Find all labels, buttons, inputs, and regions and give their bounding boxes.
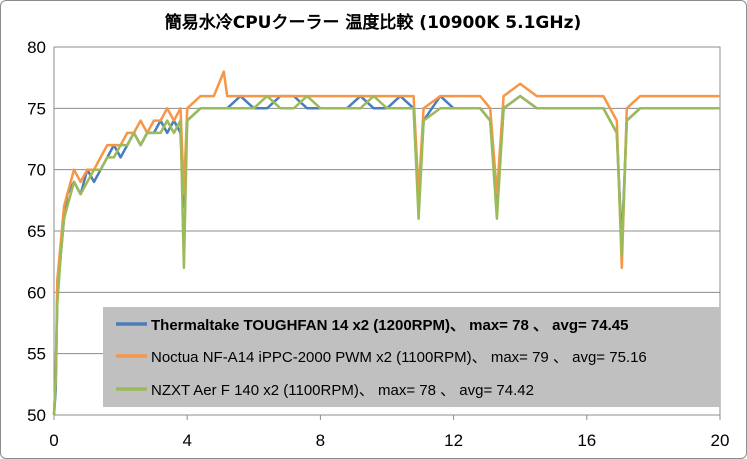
y-tick-label: 60	[27, 283, 46, 302]
legend-label-1: Noctua NF-A14 iPPC-2000 PWM x2 (1100RPM)…	[151, 349, 647, 366]
legend-label-0: Thermaltake TOUGHFAN 14 x2 (1200RPM)、 ma…	[151, 317, 628, 334]
series-line-2	[52, 94, 720, 416]
legend: Thermaltake TOUGHFAN 14 x2 (1200RPM)、 ma…	[103, 307, 720, 407]
y-tick-label: 50	[27, 406, 46, 425]
y-tick-label: 70	[27, 161, 46, 180]
plot-area	[53, 46, 721, 416]
x-tick-label: 4	[182, 431, 191, 450]
y-tick-label: 55	[27, 345, 46, 364]
axis-tick-labels: 50 55 60 65 70 75 80 0 4 8 12 16 20	[27, 38, 729, 450]
x-tick-label: 12	[444, 431, 463, 450]
x-tick-label: 16	[577, 431, 596, 450]
y-tick-label: 80	[27, 38, 46, 57]
x-tick-label: 8	[316, 431, 325, 450]
legend-box	[103, 307, 720, 407]
y-tick-label: 65	[27, 222, 46, 241]
series-line-1	[52, 70, 720, 416]
y-tick-label: 75	[27, 99, 46, 118]
x-tick-label: 0	[49, 431, 58, 450]
x-tick-label: 20	[711, 431, 730, 450]
series-layer	[52, 70, 720, 416]
chart-title: 簡易水冷CPUクーラー 温度比較 (10900K 5.1GHz)	[164, 12, 582, 33]
legend-label-2: NZXT Aer F 140 x2 (1100RPM)、 max= 78 、 a…	[151, 382, 534, 399]
